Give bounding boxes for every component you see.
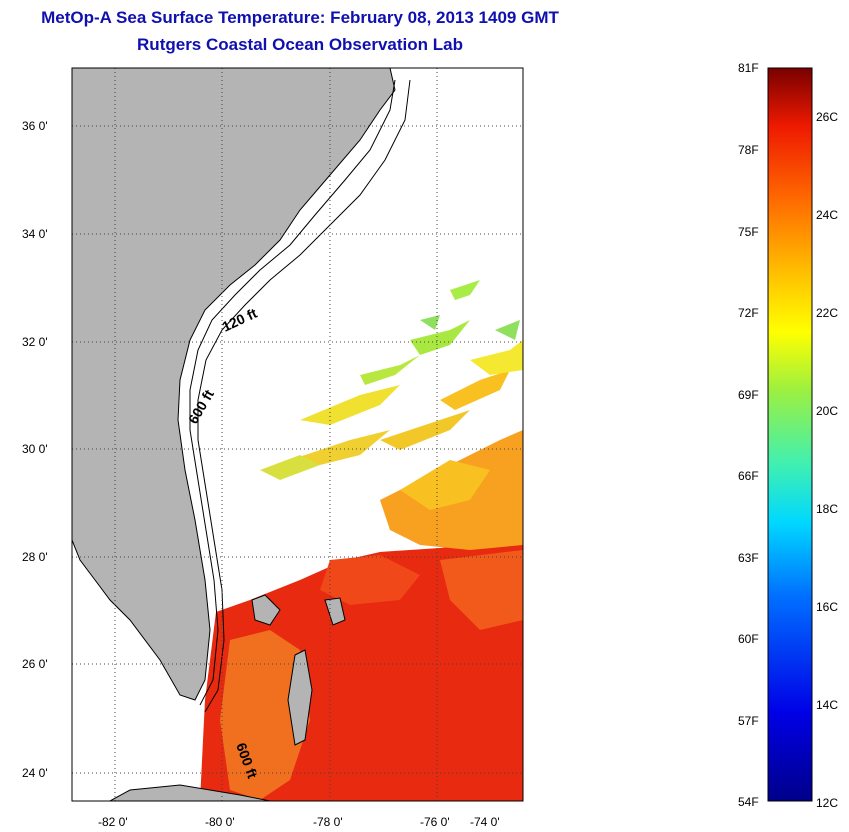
cb-c-12: 12C	[816, 796, 839, 810]
longitude-labels: -82 0' -80 0' -78 0' -76 0' -74 0'	[98, 815, 500, 829]
lon-tick-76: -76 0'	[420, 815, 450, 829]
cb-f-69: 69F	[738, 388, 759, 402]
bathymetry-contours	[189, 79, 411, 713]
cb-c-20: 20C	[816, 404, 839, 418]
colorbar	[767, 67, 813, 802]
cb-c-24: 24C	[816, 208, 839, 222]
cb-f-66: 66F	[738, 469, 759, 483]
lon-tick-78: -78 0'	[313, 815, 343, 829]
cb-c-22: 22C	[816, 306, 839, 320]
cb-f-81: 81F	[738, 61, 759, 75]
lat-tick-30: 30 0'	[22, 442, 48, 456]
cb-c-18: 18C	[816, 502, 839, 516]
map-frame	[71, 67, 524, 802]
lat-tick-36: 36 0'	[22, 119, 48, 133]
map-title: MetOp-A Sea Surface Temperature: Februar…	[41, 8, 559, 27]
lon-tick-82: -82 0'	[98, 815, 128, 829]
latitude-labels: 36 0' 34 0' 32 0' 30 0' 28 0' 26 0' 24 0…	[22, 119, 48, 780]
cb-f-75: 75F	[738, 225, 759, 239]
cb-f-57: 57F	[738, 714, 759, 728]
lat-tick-34: 34 0'	[22, 227, 48, 241]
lat-tick-32: 32 0'	[22, 335, 48, 349]
cb-c-14: 14C	[816, 698, 839, 712]
lat-tick-24: 24 0'	[22, 766, 48, 780]
cb-f-63: 63F	[738, 551, 759, 565]
cb-c-16: 16C	[816, 600, 839, 614]
cb-f-78: 78F	[738, 143, 759, 157]
lon-tick-80: -80 0'	[205, 815, 235, 829]
map-subtitle: Rutgers Coastal Ocean Observation Lab	[137, 35, 463, 54]
sst-data-layer	[200, 280, 523, 801]
cb-f-72: 72F	[738, 306, 759, 320]
lat-tick-26: 26 0'	[22, 657, 48, 671]
lon-tick-74: -74 0'	[470, 815, 500, 829]
cb-c-26: 26C	[816, 110, 839, 124]
cb-f-60: 60F	[738, 632, 759, 646]
lat-tick-28: 28 0'	[22, 550, 48, 564]
cb-f-54: 54F	[738, 795, 759, 809]
